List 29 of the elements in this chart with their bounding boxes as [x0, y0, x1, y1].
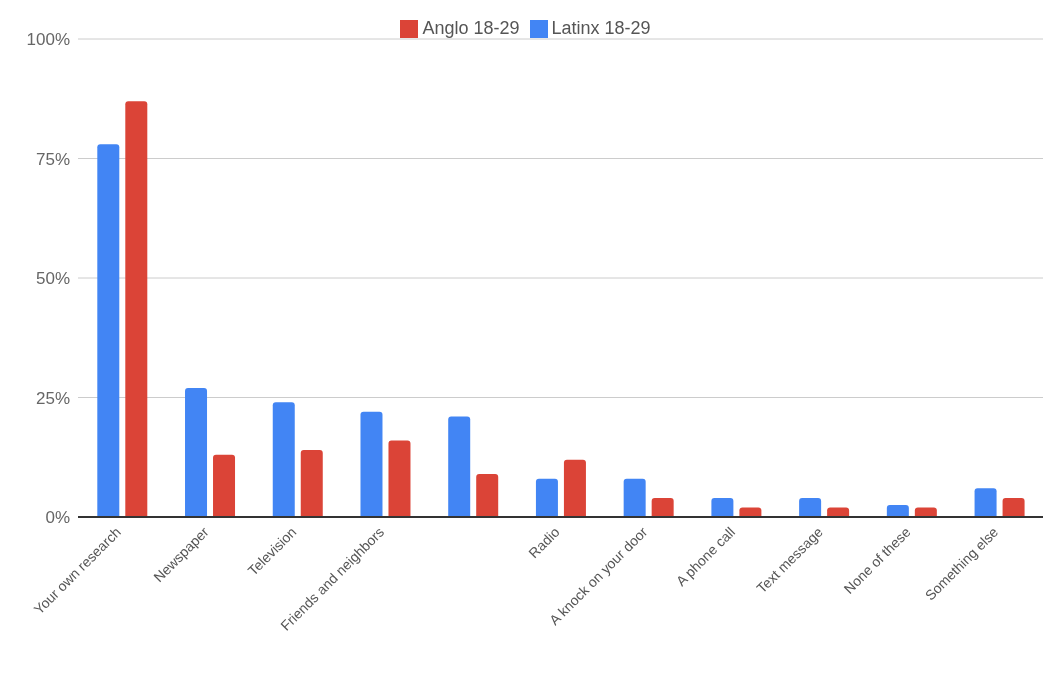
- bar: [125, 101, 148, 517]
- y-tick-label: 100%: [26, 30, 70, 50]
- bar: [213, 454, 236, 517]
- bar: [711, 497, 734, 517]
- bar: [97, 144, 120, 517]
- bar: [914, 507, 937, 517]
- bar: [651, 497, 674, 517]
- bar: [360, 411, 383, 517]
- bar: [739, 507, 762, 517]
- y-tick-label: 50%: [35, 269, 70, 289]
- bar: [799, 497, 822, 517]
- bar: [476, 473, 499, 517]
- bar: [388, 440, 411, 517]
- bar: [886, 505, 909, 517]
- y-tick-label: 25%: [35, 388, 70, 408]
- bar: [974, 488, 997, 517]
- bar: [448, 416, 471, 517]
- y-tick-label: 0%: [45, 508, 70, 528]
- bar: [827, 507, 850, 517]
- bar: [1002, 497, 1025, 517]
- legend-label: Anglo 18-29: [422, 18, 520, 38]
- bar: [300, 450, 323, 517]
- bar: [623, 478, 646, 517]
- bar: [185, 387, 208, 517]
- y-tick-label: 75%: [35, 149, 70, 169]
- legend-label: Latinx 18-29: [551, 18, 651, 38]
- bar: [272, 402, 295, 517]
- bar: [535, 478, 558, 517]
- bar: [563, 459, 586, 517]
